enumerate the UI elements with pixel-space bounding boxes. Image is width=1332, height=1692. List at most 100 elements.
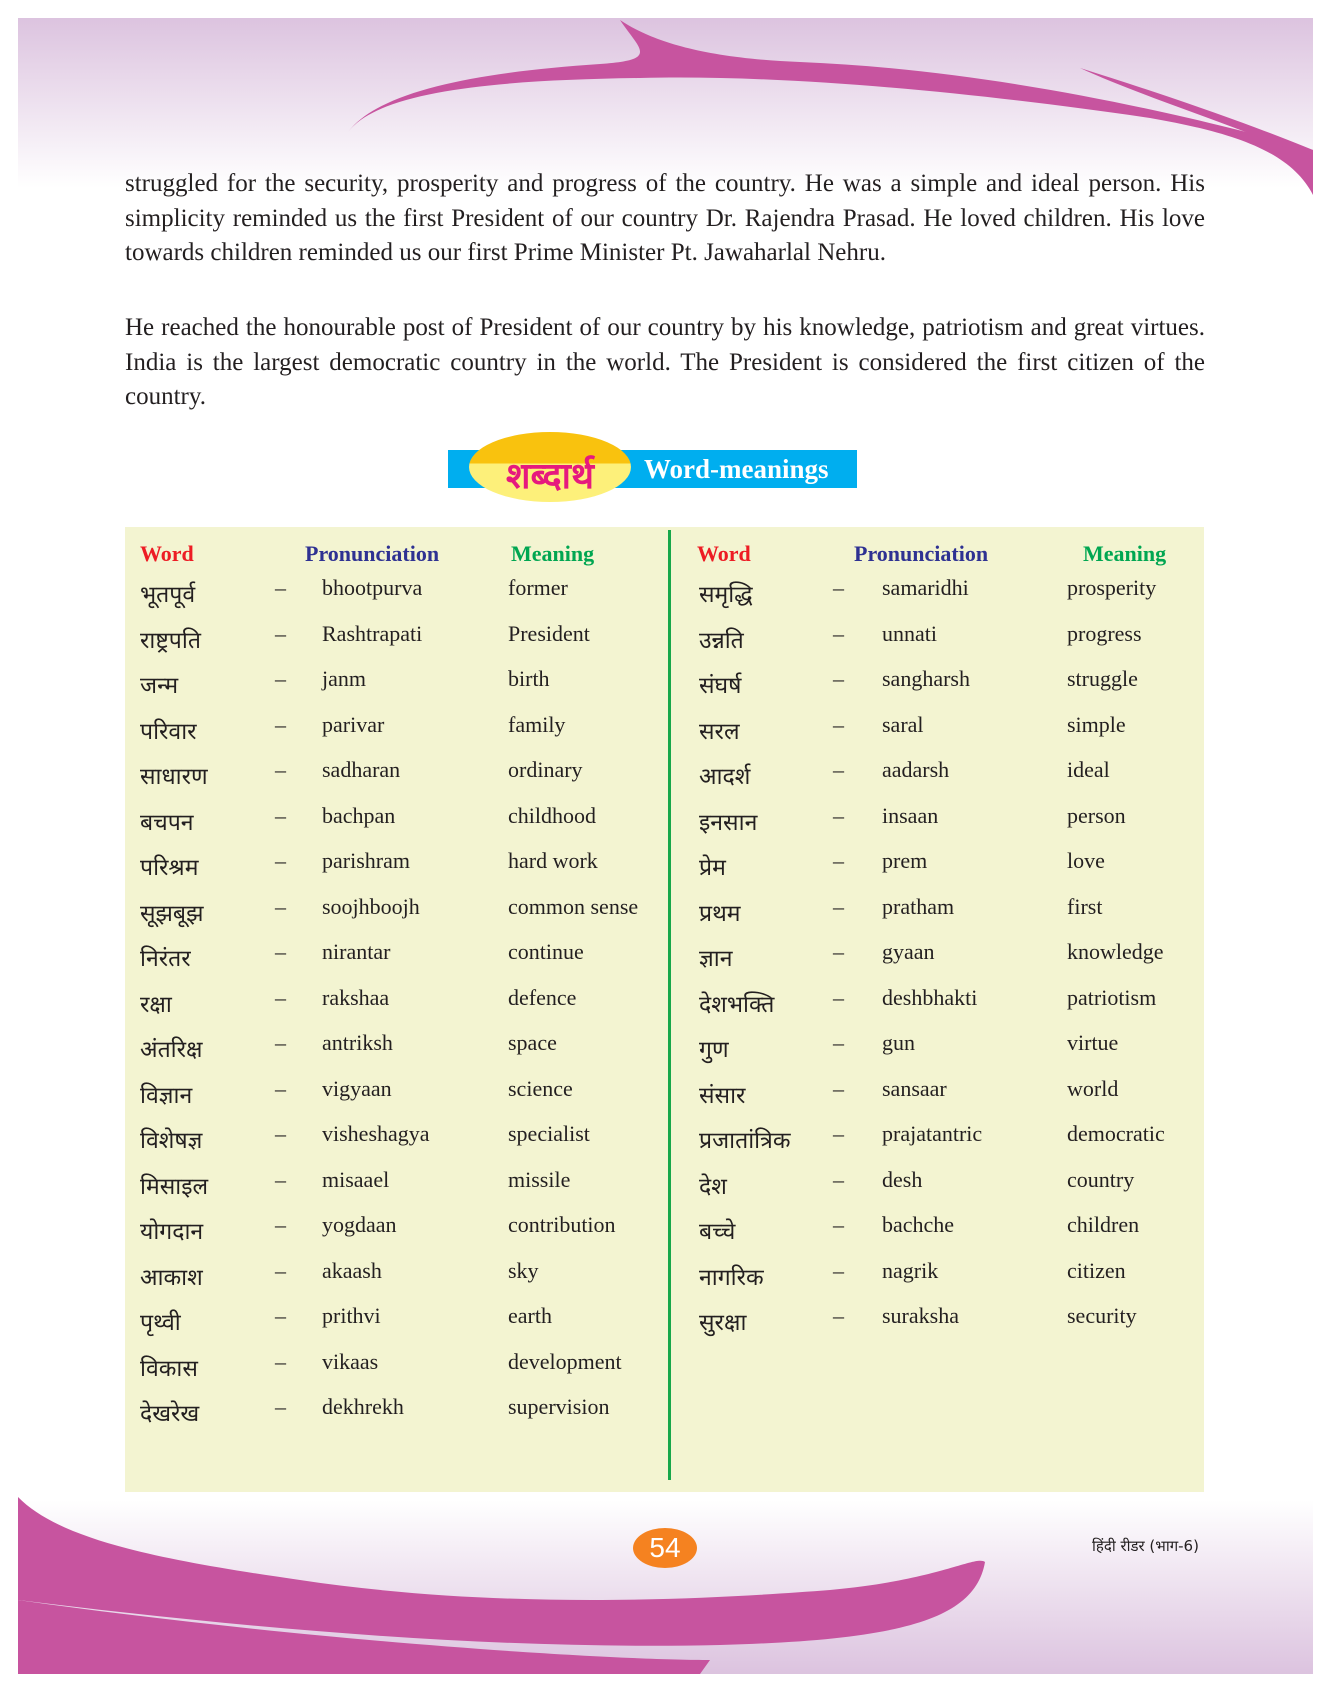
left-dash-5: – — [275, 802, 286, 828]
right-dash-15: – — [833, 1257, 844, 1283]
right-meaning-2: struggle — [1067, 666, 1138, 691]
left-word-18: देखरेख — [140, 1401, 200, 1427]
left-pronunciation-0: bhootpurva — [322, 575, 423, 600]
left-meaning-15: sky — [508, 1257, 539, 1283]
left-pronunciation-13: misaael — [322, 1166, 390, 1192]
header-meaning-left: Meaning — [511, 541, 595, 566]
left-dash-7: – — [275, 893, 286, 919]
left-dash-12: – — [275, 1121, 286, 1146]
left-word-14: योगदान — [140, 1219, 204, 1245]
right-meaning-4: ideal — [1067, 757, 1110, 782]
right-pronunciation-10: gun — [882, 1030, 915, 1055]
right-dash-10: – — [833, 1030, 844, 1055]
left-pronunciation-12: visheshagya — [322, 1121, 430, 1146]
right-dash-0: – — [833, 575, 844, 600]
left-pronunciation-16: prithvi — [322, 1303, 381, 1328]
right-dash-2: – — [833, 666, 844, 691]
right-pronunciation-11: sansaar — [882, 1075, 947, 1101]
column-divider — [668, 530, 671, 1480]
left-meaning-5: childhood — [508, 802, 596, 828]
left-dash-2: – — [275, 666, 286, 691]
right-word-5: इनसान — [699, 809, 758, 836]
banner-hindi-title: शब्दार्थ — [506, 456, 594, 497]
left-meaning-12: specialist — [508, 1121, 590, 1146]
right-pronunciation-3: saral — [882, 711, 924, 737]
right-word-9: देशभक्ति — [699, 991, 775, 1018]
left-word-9: रक्षा — [140, 991, 172, 1018]
right-word-6: प्रेम — [699, 855, 726, 881]
right-pronunciation-12: prajatantric — [882, 1121, 983, 1146]
left-dash-1: – — [275, 620, 286, 646]
right-word-10: गुण — [699, 1037, 729, 1063]
right-word-3: सरल — [699, 718, 740, 745]
right-pronunciation-1: unnati — [882, 620, 937, 646]
bottom-swoosh-2 — [18, 1600, 710, 1674]
left-pronunciation-6: parishram — [322, 848, 410, 873]
right-pronunciation-15: nagrik — [882, 1257, 939, 1283]
right-word-16: सुरक्षा — [699, 1310, 747, 1336]
right-pronunciation-13: desh — [882, 1166, 923, 1192]
right-meaning-0: prosperity — [1067, 575, 1157, 600]
left-word-15: आकाश — [140, 1264, 203, 1291]
right-word-14: बच्चे — [699, 1219, 736, 1245]
right-word-11: संसार — [699, 1082, 746, 1109]
left-dash-0: – — [275, 575, 286, 600]
left-word-11: विज्ञान — [140, 1082, 193, 1109]
left-pronunciation-7: soojhboojh — [322, 893, 420, 919]
right-meaning-10: virtue — [1067, 1030, 1119, 1055]
header-meaning-right: Meaning — [1083, 541, 1167, 566]
left-pronunciation-1: Rashtrapati — [322, 620, 423, 646]
right-dash-14: – — [833, 1212, 844, 1237]
banner-oval: शब्दार्थ — [469, 432, 631, 502]
right-meaning-15: citizen — [1067, 1257, 1126, 1283]
left-word-16: पृथ्वी — [140, 1310, 181, 1336]
left-word-3: परिवार — [140, 718, 197, 745]
right-meaning-16: security — [1067, 1303, 1137, 1328]
right-pronunciation-14: bachche — [882, 1212, 955, 1237]
right-word-7: प्रथम — [699, 900, 741, 927]
header-pronunciation-left: Pronunciation — [305, 541, 440, 566]
left-meaning-13: missile — [508, 1166, 571, 1192]
left-dash-18: – — [275, 1394, 286, 1419]
right-word-2: संघर्ष — [699, 673, 742, 699]
left-pronunciation-11: vigyaan — [322, 1075, 392, 1101]
right-meaning-6: love — [1067, 848, 1105, 873]
right-pronunciation-0: samaridhi — [882, 575, 969, 600]
left-dash-14: – — [275, 1212, 286, 1237]
left-dash-16: – — [275, 1303, 286, 1328]
left-dash-11: – — [275, 1075, 286, 1101]
left-word-12: विशेषज्ञ — [140, 1128, 203, 1154]
left-pronunciation-17: vikaas — [322, 1348, 379, 1374]
left-dash-6: – — [275, 848, 286, 873]
left-pronunciation-5: bachpan — [322, 802, 396, 828]
left-pronunciation-10: antriksh — [322, 1030, 393, 1055]
left-pronunciation-2: janm — [322, 666, 366, 691]
left-dash-13: – — [275, 1166, 286, 1192]
left-pronunciation-3: parivar — [322, 711, 385, 737]
right-pronunciation-5: insaan — [882, 802, 939, 828]
left-word-1: राष्ट्रपति — [140, 627, 201, 654]
right-dash-3: – — [833, 711, 844, 737]
bottom-swoosh — [18, 1497, 985, 1646]
right-meaning-5: person — [1067, 802, 1126, 828]
header-word-right: Word — [697, 541, 751, 566]
right-meaning-7: first — [1067, 893, 1103, 919]
right-word-13: देश — [699, 1173, 727, 1200]
left-dash-3: – — [275, 711, 286, 737]
left-meaning-4: ordinary — [508, 757, 583, 782]
left-word-4: साधारण — [140, 764, 208, 790]
right-meaning-13: country — [1067, 1166, 1135, 1192]
right-dash-6: – — [833, 848, 844, 873]
left-word-7: सूझबूझ — [140, 900, 204, 927]
right-pronunciation-7: pratham — [882, 893, 955, 919]
header-pronunciation-right: Pronunciation — [854, 541, 989, 566]
paragraph-1: struggled for the security, prosperity a… — [125, 170, 1205, 266]
left-meaning-7: common sense — [508, 893, 639, 919]
right-word-0: समृद्धि — [699, 582, 753, 608]
left-meaning-1: President — [508, 620, 590, 646]
right-dash-9: – — [833, 984, 844, 1010]
right-dash-5: – — [833, 802, 844, 828]
right-pronunciation-8: gyaan — [882, 939, 935, 964]
left-meaning-11: science — [508, 1075, 573, 1101]
